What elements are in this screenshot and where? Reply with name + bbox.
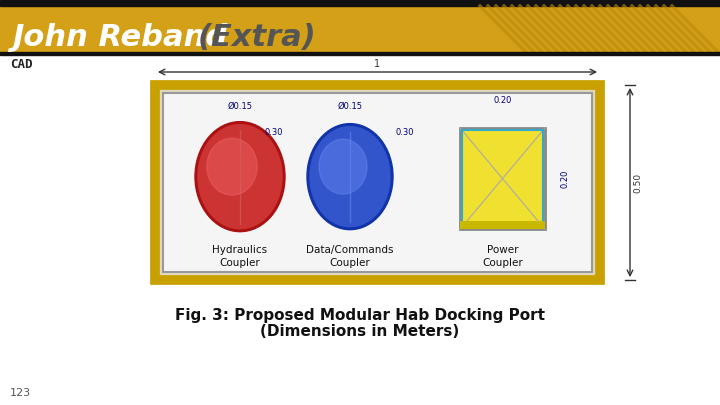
Text: 0.50: 0.50 bbox=[633, 173, 642, 192]
Ellipse shape bbox=[319, 139, 367, 194]
Ellipse shape bbox=[307, 124, 393, 230]
Text: Ø0.15: Ø0.15 bbox=[228, 102, 253, 111]
Bar bbox=[163, 93, 592, 272]
Bar bbox=[0, 6, 720, 52]
Text: Ø0.15: Ø0.15 bbox=[338, 102, 362, 111]
Text: 0.20: 0.20 bbox=[561, 169, 570, 188]
Text: John Reband: John Reband bbox=[12, 23, 238, 53]
Text: Data/Commands
Coupler: Data/Commands Coupler bbox=[306, 245, 394, 268]
Text: 123: 123 bbox=[10, 388, 31, 398]
Ellipse shape bbox=[198, 125, 282, 229]
Bar bbox=[155, 85, 600, 280]
Text: 0.20: 0.20 bbox=[493, 96, 512, 105]
Ellipse shape bbox=[310, 127, 390, 227]
Text: (Extra): (Extra) bbox=[198, 23, 317, 53]
Bar bbox=[0, 0, 720, 6]
Text: Hydraulics
Coupler: Hydraulics Coupler bbox=[212, 245, 268, 268]
Ellipse shape bbox=[207, 138, 257, 195]
Bar bbox=[462, 130, 543, 227]
Text: Power
Coupler: Power Coupler bbox=[482, 245, 523, 268]
Bar bbox=[0, 52, 720, 55]
Bar bbox=[460, 221, 545, 229]
Ellipse shape bbox=[195, 122, 285, 232]
Text: (Dimensions in Meters): (Dimensions in Meters) bbox=[261, 324, 459, 339]
Text: 0.30: 0.30 bbox=[396, 128, 414, 136]
Text: 1: 1 bbox=[374, 59, 381, 69]
Bar bbox=[460, 128, 545, 229]
Text: 0.30: 0.30 bbox=[265, 128, 283, 136]
Text: Fig. 3: Proposed Modular Hab Docking Port: Fig. 3: Proposed Modular Hab Docking Por… bbox=[175, 308, 545, 323]
Text: CAD: CAD bbox=[10, 58, 32, 72]
